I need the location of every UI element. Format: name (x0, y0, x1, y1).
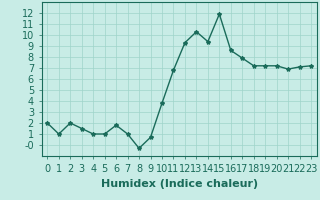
X-axis label: Humidex (Indice chaleur): Humidex (Indice chaleur) (100, 179, 258, 189)
